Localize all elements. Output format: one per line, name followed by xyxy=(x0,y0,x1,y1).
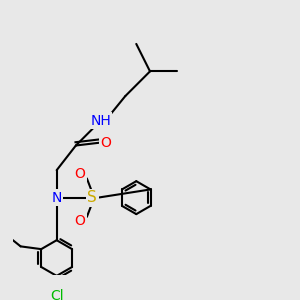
Text: NH: NH xyxy=(90,114,111,128)
Text: O: O xyxy=(75,214,86,228)
Text: Cl: Cl xyxy=(50,290,64,300)
Text: O: O xyxy=(100,136,112,150)
Text: S: S xyxy=(88,190,97,205)
Text: N: N xyxy=(52,191,62,205)
Text: O: O xyxy=(75,167,86,181)
